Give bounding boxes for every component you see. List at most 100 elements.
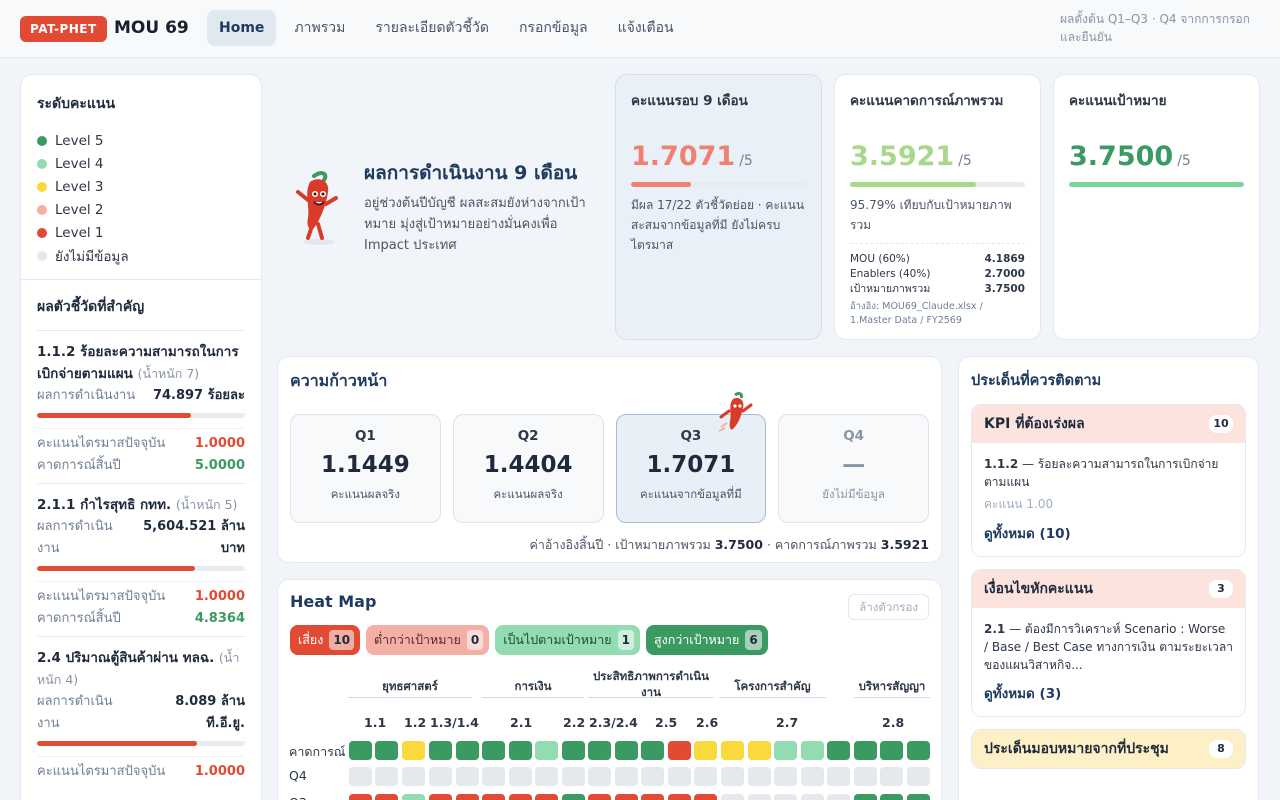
heatmap-cell[interactable] bbox=[588, 794, 611, 800]
kpi-item[interactable]: 1.1.2 ร้อยละความสามารถในการเบิกจ่ายตามแผ… bbox=[37, 331, 245, 477]
filter-chip-on-target[interactable]: เป็นไปตามเป้าหมาย 1 bbox=[495, 625, 640, 655]
clear-filter-button[interactable]: ล้างตัวกรอง bbox=[848, 594, 929, 620]
heatmap-cell[interactable] bbox=[375, 794, 398, 800]
nav-data-entry[interactable]: กรอกข้อมูล bbox=[518, 20, 588, 36]
heatmap-cell[interactable] bbox=[562, 741, 585, 760]
heatmap-cell[interactable] bbox=[429, 767, 452, 786]
filter-chip-risk[interactable]: เสี่ยง 10 bbox=[290, 625, 361, 655]
heatmap-cell[interactable] bbox=[854, 767, 877, 786]
heatmap-cell[interactable] bbox=[880, 794, 903, 800]
heatmap-cell[interactable] bbox=[668, 741, 691, 760]
quarter-card-q3[interactable]: Q3 1.7071 คะแนนจากข้อมูลที่มี bbox=[615, 392, 767, 523]
heatmap-cell[interactable] bbox=[801, 794, 824, 800]
nav-alerts[interactable]: แจ้งเตือน bbox=[617, 20, 674, 36]
heatmap-cell[interactable] bbox=[375, 741, 398, 760]
kpi-item[interactable]: 2.4 ปริมาณตู้สินค้าผ่าน ทลฉ. (น้ำหนัก 4)… bbox=[37, 636, 245, 783]
heatmap-cell[interactable] bbox=[456, 794, 479, 800]
heatmap-cell[interactable] bbox=[801, 767, 824, 786]
heatmap-cell[interactable] bbox=[694, 767, 717, 786]
sidebar: ระดับคะแนน Level 5 Level 4 Level 3 Level 2 L… bbox=[20, 74, 262, 800]
heatmap-cell[interactable] bbox=[456, 767, 479, 786]
heatmap-cell[interactable] bbox=[456, 741, 479, 760]
watch-deductions: เงื่อนไขหักคะแนน 3 2.1 — ต้องมีการวิเคราะห… bbox=[971, 569, 1246, 717]
legend-item: Level 5 bbox=[37, 129, 245, 152]
heatmap-cell[interactable] bbox=[588, 741, 611, 760]
heatmap-cell[interactable] bbox=[641, 741, 664, 760]
heatmap-cell[interactable] bbox=[429, 794, 452, 800]
heatmap-cell[interactable] bbox=[668, 794, 691, 800]
heatmap-cell[interactable] bbox=[615, 741, 638, 760]
heatmap-cell[interactable] bbox=[668, 767, 691, 786]
heatmap-cell[interactable] bbox=[482, 767, 505, 786]
watch-box-header[interactable]: KPI ที่ต้องเร่งผล 10 bbox=[972, 405, 1245, 443]
heatmap-cell[interactable] bbox=[615, 794, 638, 800]
heatmap-cell[interactable] bbox=[535, 741, 558, 760]
kpi-item[interactable]: 2.1.1 กำไรสุทธิ กทท. (น้ำหนัก 5) ผลการดำเ… bbox=[37, 483, 245, 630]
heatmap-cell[interactable] bbox=[907, 794, 930, 800]
nav-kpi-details[interactable]: รายละเอียดตัวชี้วัด bbox=[375, 20, 489, 36]
heatmap-cell[interactable] bbox=[509, 767, 532, 786]
heatmap-cell[interactable] bbox=[774, 741, 797, 760]
quarter-card-q4[interactable]: Q4 — ยังไม่มีข้อมูล bbox=[778, 414, 929, 523]
heatmap-cell[interactable] bbox=[349, 767, 372, 786]
heatmap-cell[interactable] bbox=[827, 767, 850, 786]
heatmap-cell[interactable] bbox=[641, 767, 664, 786]
quarter-card-q2[interactable]: Q2 1.4404 คะแนนผลจริง bbox=[452, 414, 604, 523]
nav-home[interactable]: Home bbox=[207, 10, 277, 46]
heatmap-cell[interactable] bbox=[827, 741, 850, 760]
heatmap-cell[interactable] bbox=[402, 767, 425, 786]
heatmap-cell[interactable] bbox=[641, 794, 664, 800]
heatmap-cell[interactable] bbox=[827, 794, 850, 800]
heatmap-cell[interactable] bbox=[349, 741, 372, 760]
watch-item[interactable]: 1.1.2 — ร้อยละความสามารถในการเบิกจ่ายตาม… bbox=[984, 455, 1233, 491]
view-all-link[interactable]: ดูทั้งหมด (3) bbox=[984, 686, 1062, 702]
heatmap-cell[interactable] bbox=[801, 741, 824, 760]
heatmap-cell[interactable] bbox=[535, 767, 558, 786]
heatmap-cell[interactable] bbox=[615, 767, 638, 786]
heatmap-cell[interactable] bbox=[694, 794, 717, 800]
heatmap-cell[interactable] bbox=[694, 741, 717, 760]
heatmap-cell[interactable] bbox=[854, 741, 877, 760]
watch-box-header[interactable]: ประเด็นมอบหมายจากที่ประชุม 8 bbox=[972, 730, 1245, 768]
filter-chip-below-target[interactable]: ต่ำกว่าเป้าหมาย 0 bbox=[366, 625, 490, 655]
heatmap-cell[interactable] bbox=[588, 767, 611, 786]
heatmap-cell[interactable] bbox=[402, 741, 425, 760]
heatmap-cell[interactable] bbox=[907, 741, 930, 760]
performance-value: 74.897 ร้อยละ bbox=[152, 388, 245, 403]
heatmap-cell[interactable] bbox=[748, 794, 771, 800]
heatmap-cell[interactable] bbox=[562, 767, 585, 786]
quarter-score-value: 1.0000 bbox=[194, 589, 245, 604]
heatmap-cell[interactable] bbox=[509, 794, 532, 800]
kpi-progress-bar bbox=[37, 741, 245, 746]
heatmap-cell[interactable] bbox=[880, 767, 903, 786]
heatmap-cell[interactable] bbox=[721, 794, 744, 800]
nav-overview[interactable]: ภาพรวม bbox=[294, 20, 346, 36]
watch-box-header[interactable]: เงื่อนไขหักคะแนน 3 bbox=[972, 570, 1245, 608]
filter-chip-above-target[interactable]: สูงกว่าเป้าหมาย 6 bbox=[645, 625, 768, 655]
heatmap-cell[interactable] bbox=[774, 767, 797, 786]
heatmap-cell[interactable] bbox=[774, 794, 797, 800]
heatmap-cell[interactable] bbox=[509, 741, 532, 760]
heatmap-cell[interactable] bbox=[375, 767, 398, 786]
heatmap-cell[interactable] bbox=[907, 767, 930, 786]
watch-item[interactable]: 2.1 — ต้องมีการวิเคราะห์ Scenario : Wors… bbox=[984, 620, 1233, 674]
heatmap-cell[interactable] bbox=[721, 767, 744, 786]
heatmap-cell[interactable] bbox=[429, 741, 452, 760]
heatmap-cell[interactable] bbox=[880, 741, 903, 760]
level-dot-icon bbox=[37, 181, 47, 192]
heatmap-cell[interactable] bbox=[748, 767, 771, 786]
quarter-subtitle: ยังไม่มีข้อมูล bbox=[822, 487, 885, 501]
view-all-link[interactable]: ดูทั้งหมด (10) bbox=[984, 526, 1071, 542]
heatmap-cell[interactable] bbox=[349, 794, 372, 800]
heatmap-cell[interactable] bbox=[535, 794, 558, 800]
heatmap-cell[interactable] bbox=[482, 794, 505, 800]
heatmap-cell[interactable] bbox=[721, 741, 744, 760]
kpi-weight: (น้ำหนัก 4) bbox=[37, 650, 240, 687]
heatmap-cell[interactable] bbox=[748, 741, 771, 760]
heatmap-cell[interactable] bbox=[854, 794, 877, 800]
quarter-card-q1[interactable]: Q1 1.1449 คะแนนผลจริง bbox=[290, 414, 441, 523]
heatmap-cell[interactable] bbox=[402, 794, 425, 800]
heatmap-cell[interactable] bbox=[482, 741, 505, 760]
heatmap-cell[interactable] bbox=[562, 794, 585, 800]
breakdown-row: MOU (60%) 4.1869 bbox=[850, 253, 1025, 265]
